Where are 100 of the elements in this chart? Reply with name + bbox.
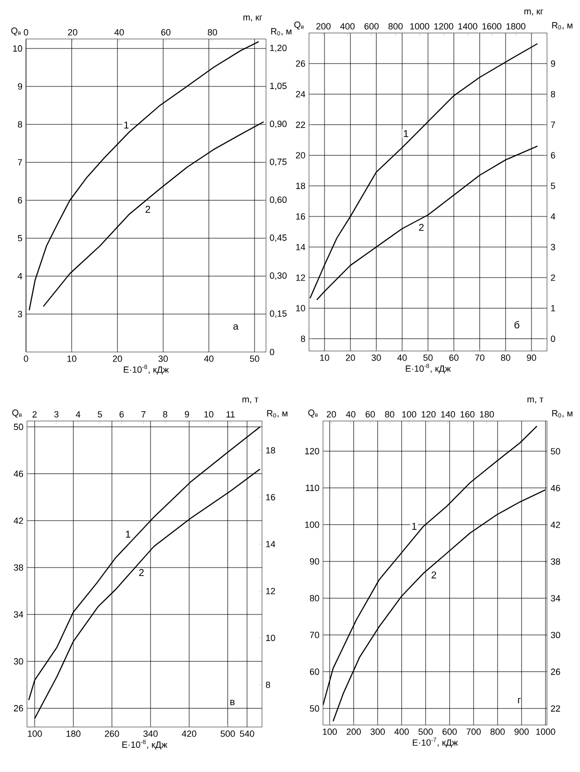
y2-tick-label: 3 (550, 244, 556, 250)
y-tick-label: 18 (296, 182, 306, 190)
x2-axis-title: m, кг (524, 9, 544, 16)
y-tick-label: 38 (14, 564, 24, 571)
y-tick-label: 30 (14, 658, 24, 665)
x-tick-label: 100 (28, 730, 42, 737)
x-tick-label: 300 (370, 728, 385, 735)
x2-tick-label: 400 (340, 23, 355, 30)
y2-tick-label: 1 (551, 305, 556, 312)
y-tick-label: 50 (14, 424, 24, 430)
x-tick-label: 400 (394, 728, 409, 735)
series-label: 1 (126, 530, 130, 538)
x2-tick-label: 1000 (410, 23, 430, 30)
y-tick-label: 14 (296, 244, 306, 250)
x-tick-label: 500 (418, 728, 433, 735)
x-tick-label: 50 (423, 354, 433, 361)
y-tick-label: 6 (18, 197, 22, 204)
x2-tick-label: 1200 (434, 23, 454, 30)
x-tick-label: 340 (143, 730, 158, 737)
y2-tick-label: 10 (266, 634, 276, 642)
x-tick-label: 70 (475, 354, 484, 361)
x2-tick-label: 600 (364, 23, 379, 30)
y-tick-label: 10 (13, 45, 22, 52)
x-tick-label: 0 (24, 356, 28, 362)
x2-tick-label: 3 (54, 411, 58, 418)
x2-axis-title: m, кг (243, 15, 262, 22)
y2-tick-label: 0,75 (270, 158, 287, 166)
x2-tick-label: 1800 (506, 23, 526, 30)
y-tick-label: 26 (296, 60, 306, 67)
y2-tick-label: 12 (266, 588, 276, 594)
y2-tick-label: 34 (550, 595, 560, 602)
y-tick-label: 34 (14, 611, 24, 618)
series-label: 2 (139, 569, 144, 576)
y-axis-title: Q$_{в}$ (12, 410, 22, 418)
annotation: а (233, 324, 238, 330)
x2-tick-label: 6 (120, 411, 124, 418)
x-tick-label: 50 (250, 356, 260, 362)
x2-tick-label: 40 (346, 411, 356, 418)
x-tick-label: 10 (67, 356, 76, 362)
y-tick-label: 20 (296, 152, 306, 158)
x-tick-label: 20 (112, 356, 122, 362)
y-tick-label: 26 (14, 705, 24, 712)
y2-tick-label: 0,90 (270, 120, 287, 128)
y2-tick-label: 0,30 (270, 272, 287, 280)
y2-tick-label: 30 (550, 632, 560, 638)
y-tick-label: 24 (296, 91, 306, 98)
y-axis-title: Q$_{в}$ (11, 28, 21, 36)
y2-tick-label: 0 (550, 336, 556, 342)
x2-tick-label: 8 (163, 411, 168, 418)
x-tick-label: 80 (501, 354, 510, 361)
x2-tick-label: 20 (68, 29, 78, 36)
y-tick-label: 120 (305, 448, 320, 454)
series-label: 2 (146, 206, 150, 213)
y2-tick-label: 46 (550, 484, 560, 492)
series-label: 1 (404, 130, 408, 138)
y-axis-title: Q$_{в}$ (294, 22, 304, 30)
x2-tick-label: 0 (24, 29, 28, 36)
x2-tick-label: 120 (422, 411, 436, 418)
x2-tick-label: 40 (114, 29, 124, 36)
x-tick-label: 600 (442, 728, 457, 735)
x-tick-label: 20 (346, 354, 356, 361)
y2-tick-label: 14 (266, 541, 276, 548)
x-axis-title: E·10$^{-7}$, кДж (412, 738, 458, 748)
x2-tick-label: 800 (388, 23, 403, 30)
x-tick-label: 900 (514, 728, 529, 735)
y2-tick-label: 0,15 (270, 310, 287, 318)
x2-axis-title: m, т (528, 397, 544, 404)
y-tick-label: 110 (306, 484, 320, 492)
series-label: 1 (412, 522, 416, 530)
series-label: 1 (124, 122, 129, 128)
y-axis-title: Q$_{в}$ (308, 410, 318, 418)
y-tick-label: 100 (305, 521, 320, 528)
x2-tick-label: 100 (402, 411, 416, 418)
x-tick-label: 260 (104, 730, 120, 737)
y-tick-label: 8 (300, 336, 306, 342)
x2-tick-label: 80 (385, 411, 394, 418)
x-axis-title: E·10$^{-8}$, кДж (406, 364, 451, 374)
x2-tick-label: 10 (204, 411, 214, 418)
x2-tick-label: 60 (366, 411, 375, 418)
y2-axis-title: R$_{0}$, м (267, 410, 288, 418)
y-tick-label: 22 (296, 122, 306, 128)
x2-tick-label: 80 (208, 29, 218, 36)
y-tick-label: 7 (18, 159, 22, 166)
series-label: 2 (419, 224, 424, 231)
y2-tick-label: 8 (550, 90, 556, 98)
y-tick-label: 50 (310, 705, 320, 712)
x-tick-label: 200 (346, 728, 361, 735)
y-tick-label: 80 (310, 595, 320, 602)
y-tick-label: 16 (296, 213, 306, 220)
y2-tick-label: 26 (550, 668, 560, 675)
y-tick-label: 5 (18, 235, 22, 242)
y2-tick-label: 0,45 (270, 234, 287, 242)
x2-tick-label: 4 (76, 411, 80, 418)
y-tick-label: 8 (18, 121, 22, 128)
annotation: г (518, 698, 521, 704)
x2-tick-label: 60 (161, 29, 170, 36)
y2-tick-label: 4 (550, 213, 556, 220)
x2-tick-label: 160 (460, 411, 474, 418)
x-tick-label: 90 (526, 354, 536, 361)
x2-axis-title: m, т (242, 397, 258, 404)
